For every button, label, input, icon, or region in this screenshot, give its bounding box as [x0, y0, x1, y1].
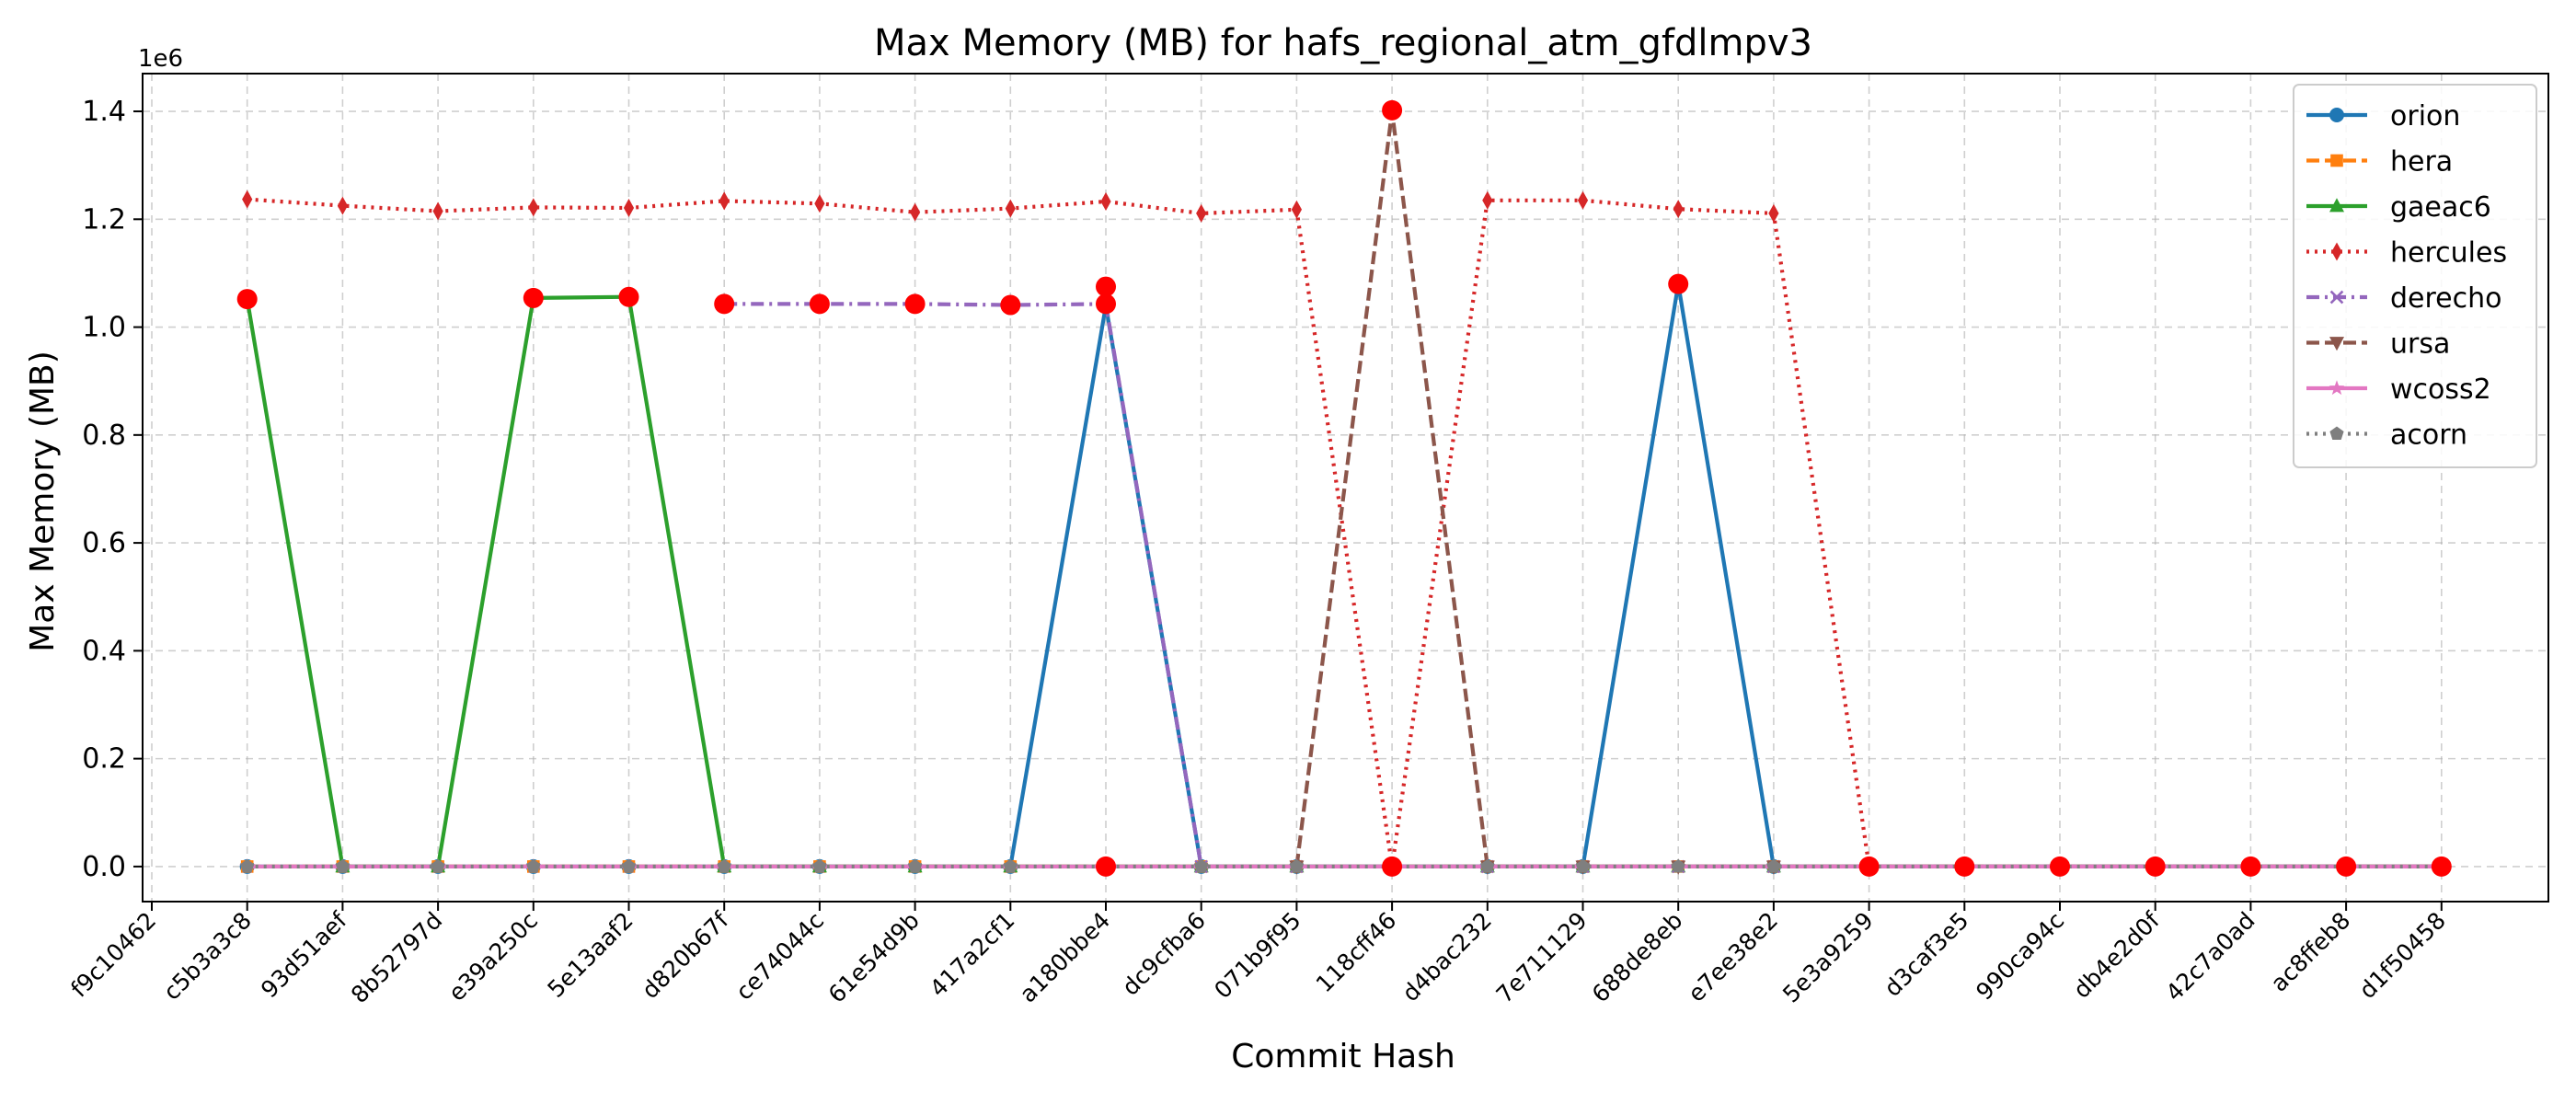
plot-frame	[142, 73, 2549, 903]
legend-label: gaeac6	[2390, 191, 2491, 224]
data-point-hercules	[1196, 203, 1207, 223]
data-point-acorn	[1289, 858, 1304, 873]
data-point-hercules	[528, 198, 539, 217]
x-axis-label: Commit Hash	[1231, 1038, 1455, 1075]
data-point-acorn	[1766, 858, 1781, 873]
data-point-acorn	[717, 858, 731, 873]
data-point-hercules	[719, 191, 730, 211]
legend-marker	[2329, 198, 2344, 213]
y-tick-label: 0.8	[82, 420, 126, 452]
legend-label: orion	[2390, 100, 2460, 132]
data-point-hercules	[1291, 200, 1302, 219]
data-point-hercules	[1577, 190, 1589, 210]
highlight-point	[2240, 856, 2261, 877]
y-axis-label: Max Memory (MB)	[24, 351, 62, 652]
highlight-point	[236, 289, 258, 310]
legend-marker	[2329, 337, 2344, 351]
highlight-point	[618, 286, 639, 307]
highlight-point	[1096, 856, 1116, 877]
legend-item-orion: orion	[2306, 100, 2460, 132]
data-point-acorn	[526, 858, 541, 873]
highlight-point	[2336, 856, 2357, 877]
legend-label: wcoss2	[2390, 374, 2491, 406]
data-point-acorn	[812, 858, 827, 873]
y-tick-label: 0.4	[82, 635, 126, 667]
data-point-acorn	[1480, 858, 1495, 873]
y-tick-label: 0.6	[82, 527, 126, 559]
highlight-point	[904, 293, 926, 315]
data-point-hercules	[432, 201, 443, 221]
y-axis: 0.0 0.2 0.4 0.6 0.8 1.0 1.2 1.4	[82, 96, 143, 883]
legend-item-acorn: acorn	[2306, 420, 2467, 452]
highlight-point	[2431, 856, 2452, 877]
data-point-hercules	[1005, 199, 1016, 218]
highlight-point	[1096, 293, 1116, 315]
legend-marker	[2331, 242, 2342, 261]
highlight-point	[523, 287, 544, 308]
data-point-acorn	[335, 858, 350, 873]
data-point-hercules	[1768, 203, 1779, 223]
highlight-point	[1382, 856, 1403, 877]
data-point-acorn	[1671, 858, 1685, 873]
legend-item-wcoss2: wcoss2	[2306, 374, 2491, 406]
data-point-hercules	[814, 194, 825, 213]
data-point-hercules	[1100, 191, 1111, 211]
data-point-hercules	[337, 196, 348, 215]
legend-label: hera	[2390, 146, 2453, 178]
highlight-point	[2050, 856, 2070, 877]
legend-item-hercules: hercules	[2306, 237, 2507, 270]
highlight-point	[1000, 294, 1021, 316]
y-tick-label: 0.0	[82, 851, 126, 883]
legend-item-derecho: derecho	[2306, 282, 2502, 315]
legend-item-hera: hera	[2306, 146, 2453, 178]
y-tick-label: 0.2	[82, 743, 126, 776]
series-line-hercules	[247, 197, 2442, 869]
legend-label: acorn	[2390, 420, 2467, 452]
data-point-hercules	[242, 190, 253, 209]
highlight-point	[1668, 273, 1689, 294]
legend-item-gaeac6: gaeac6	[2306, 191, 2491, 224]
data-point-acorn	[1194, 858, 1209, 873]
marker-stroke	[2329, 290, 2344, 305]
legend-marker	[2329, 380, 2345, 396]
highlight-point	[1096, 276, 1116, 297]
data-point-acorn	[1003, 858, 1018, 873]
legend-box	[2293, 84, 2537, 468]
legend: orion hera gaeac6 hercules derecho ursa wcoss2…	[2293, 84, 2537, 468]
highlight-point	[714, 293, 735, 315]
highlight-point	[1858, 856, 1880, 877]
y-axis-multiplier: 1e6	[138, 45, 183, 73]
legend-item-ursa: ursa	[2306, 328, 2450, 361]
data-point-hercules	[1482, 190, 1493, 210]
legend-marker	[2329, 426, 2344, 440]
data-point-hercules	[1673, 200, 1684, 219]
data-point-acorn	[1575, 858, 1591, 873]
data-point-acorn	[621, 858, 637, 873]
legend-label: ursa	[2390, 328, 2450, 361]
data-point-hercules	[623, 198, 635, 217]
grid	[143, 74, 2548, 902]
highlight-point	[809, 293, 830, 315]
y-tick-label: 1.2	[82, 203, 126, 236]
highlight-point	[1382, 99, 1403, 121]
legend-marker	[2330, 154, 2343, 167]
highlight-point	[1954, 856, 1975, 877]
highlight-point	[2145, 856, 2166, 877]
data-point-hercules	[910, 202, 921, 222]
legend-label: hercules	[2390, 237, 2507, 270]
legend-label: derecho	[2390, 282, 2502, 315]
data-point-acorn	[431, 858, 445, 873]
y-tick-label: 1.4	[82, 96, 126, 128]
chart-title: Max Memory (MB) for hafs_regional_atm_gf…	[874, 22, 1812, 64]
y-tick-label: 1.0	[82, 312, 126, 344]
data-point-acorn	[240, 858, 255, 873]
data-point-acorn	[908, 858, 923, 873]
legend-marker	[2329, 290, 2344, 305]
legend-marker	[2329, 108, 2344, 122]
highlight-points	[236, 99, 2452, 877]
